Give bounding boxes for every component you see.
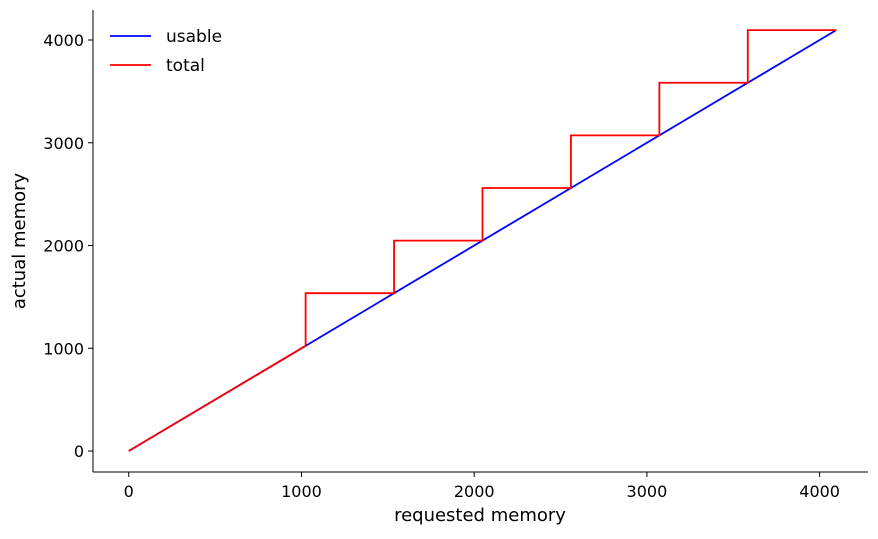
x-ticks: 0 1000 2000 3000 4000	[124, 472, 840, 501]
x-tick-label: 4000	[799, 482, 840, 501]
legend-label-usable: usable	[166, 27, 222, 47]
y-tick-label: 2000	[43, 237, 84, 256]
x-tick-label: 0	[124, 482, 134, 501]
series-line-total	[128, 29, 837, 452]
y-tick-label: 3000	[43, 134, 84, 153]
x-axis-label: requested memory	[394, 505, 566, 526]
y-tick-label: 0	[74, 442, 84, 461]
x-tick-label: 3000	[627, 482, 668, 501]
legend-label-total: total	[166, 56, 205, 76]
x-tick-label: 1000	[281, 482, 322, 501]
y-tick-label: 1000	[43, 339, 84, 358]
y-ticks: 0 1000 2000 3000 4000	[43, 31, 93, 461]
y-tick-label: 4000	[43, 31, 84, 50]
y-axis-label: actual memory	[9, 172, 30, 309]
legend: usable total	[110, 27, 222, 76]
x-tick-label: 2000	[454, 482, 495, 501]
series-layer	[128, 29, 837, 452]
